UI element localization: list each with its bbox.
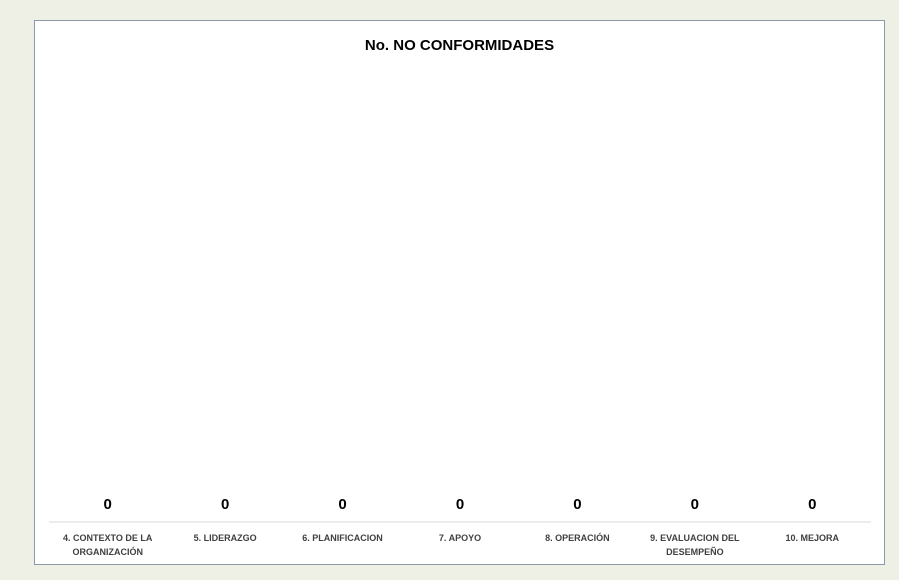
x-tick-label: 7. APOYO: [438, 533, 482, 543]
data-label: 0: [690, 496, 700, 513]
data-label: 0: [338, 496, 347, 513]
chart-title: No. NO CONFORMIDADES: [364, 37, 555, 54]
data-label: 0: [455, 496, 465, 513]
chart: No. NO CONFORMIDADES 0 4. CONTEXTO DE LA …: [34, 20, 885, 565]
plot-area: [49, 521, 871, 523]
data-label: 0: [220, 496, 230, 513]
data-label: 0: [808, 496, 817, 513]
data-label: 0: [573, 496, 582, 513]
x-tick-label: 9. EVALUACION DEL DESEMPEÑO: [650, 533, 740, 557]
x-tick-label: 5. LIDERAZGO: [193, 533, 257, 543]
data-label: 0: [103, 496, 112, 513]
x-tick-label: 10. MEJORA: [785, 533, 840, 543]
x-tick-label: 4. CONTEXTO DE LA ORGANIZACIÓN: [63, 533, 153, 557]
x-tick-label: 6. PLANIFICACION: [302, 533, 383, 543]
x-tick-label: 8. OPERACIÓN: [545, 533, 610, 543]
